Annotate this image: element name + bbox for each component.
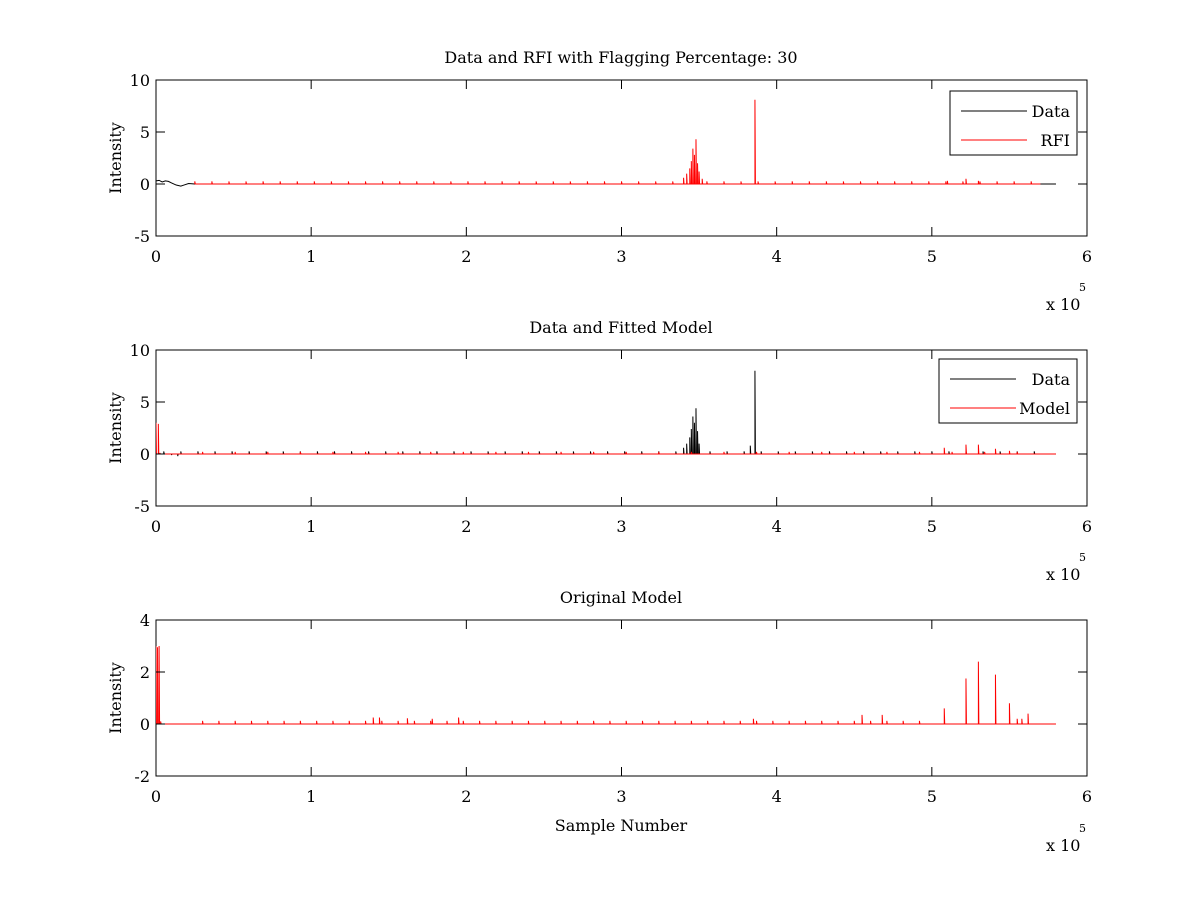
subplot-1: Data and RFI with Flagging Percentage: 3… [106, 48, 1086, 314]
subplot-2-ytick-label: -5 [134, 497, 150, 516]
subplot-1-ytick-label: 5 [140, 123, 150, 142]
subplot-1-xtick-label: 3 [616, 247, 626, 266]
subplot-2-ytick-label: 5 [140, 393, 150, 412]
legend-label-data: Data [1032, 102, 1071, 121]
subplot-1-series-rfi-line [194, 99, 1041, 185]
subplot-1-xtick-label: 0 [151, 247, 161, 266]
subplot-1-series-data-line [156, 179, 1056, 187]
subplot-3-x-multiplier: x 10 [1046, 836, 1080, 855]
subplot-3-xtick-label: 3 [616, 787, 626, 806]
subplot-3-series-model-line [156, 645, 1056, 725]
subplot-1-xtick-label: 1 [306, 247, 316, 266]
subplot-1-xtick-label: 5 [927, 247, 937, 266]
legend-label-data: Data [1032, 370, 1071, 389]
subplot-2-x-multiplier-exponent: 5 [1079, 551, 1086, 564]
subplot-1-axes-box [155, 79, 1088, 237]
subplot-3-ylabel: Intensity [106, 662, 125, 734]
subplot-2-title: Data and Fitted Model [529, 318, 712, 337]
subplot-1-ytick-label: 0 [140, 175, 150, 194]
legend-box [938, 358, 1078, 424]
subplot-3-xtick-label: 4 [772, 787, 782, 806]
subplot-2: Data and Fitted Model Intensity x 10 5 [106, 318, 1086, 584]
subplot-3-ytick-label: 4 [140, 611, 150, 630]
legend-box [949, 90, 1078, 156]
subplot-2-x-multiplier: x 10 [1046, 565, 1080, 584]
subplot-3-xtick-label: 0 [151, 787, 161, 806]
subplot-3-ytick-label: 2 [140, 663, 150, 682]
subplot-2-legend: Data Model [938, 358, 1078, 424]
subplot-2-xtick-label: 2 [461, 517, 471, 536]
subplot-2-series-model-line [156, 422, 1056, 455]
legend-label-rfi: RFI [1041, 131, 1070, 150]
subplot-1-legend: Data RFI [949, 90, 1078, 156]
subplot-2-xtick-label: 0 [151, 517, 161, 536]
subplot-2-xtick-label: 1 [306, 517, 316, 536]
subplot-1-ytick-label: 10 [130, 71, 150, 90]
subplot-1-xtick-label: 2 [461, 247, 471, 266]
subplot-3-x-multiplier-exponent: 5 [1079, 822, 1086, 835]
subplot-1-x-multiplier: x 10 [1046, 295, 1080, 314]
subplot-3-xtick-label: 6 [1082, 787, 1092, 806]
subplot-3-title: Original Model [560, 588, 682, 607]
subplot-2-xtick-label: 6 [1082, 517, 1092, 536]
subplot-1-title: Data and RFI with Flagging Percentage: 3… [444, 48, 797, 67]
subplot-2-xtick-label: 3 [616, 517, 626, 536]
subplot-2-xtick-label: 4 [772, 517, 782, 536]
subplot-3-axes-box [155, 619, 1088, 777]
subplot-2-ytick-label: 10 [130, 341, 150, 360]
subplot-3-xlabel: Sample Number [555, 816, 688, 835]
subplot-2-ytick-label: 0 [140, 445, 150, 464]
subplot-3-xtick-label: 1 [306, 787, 316, 806]
subplot-1-xtick-label: 6 [1082, 247, 1092, 266]
subplot-1-ytick-label: -5 [134, 227, 150, 246]
subplot-1-ylabel: Intensity [106, 122, 125, 194]
legend-label-model: Model [1019, 399, 1070, 418]
subplot-3-xtick-label: 5 [927, 787, 937, 806]
subplot-3-ytick-label: 0 [140, 715, 150, 734]
subplot-2-xtick-label: 5 [927, 517, 937, 536]
subplot-1-xtick-label: 4 [772, 247, 782, 266]
subplot-3: Original Model Intensity Sample Number x… [106, 588, 1086, 855]
subplot-2-ylabel: Intensity [106, 392, 125, 464]
subplot-3-xtick-label: 2 [461, 787, 471, 806]
subplot-3-ytick-label: -2 [134, 767, 150, 786]
subplot-1-x-multiplier-exponent: 5 [1079, 281, 1086, 294]
